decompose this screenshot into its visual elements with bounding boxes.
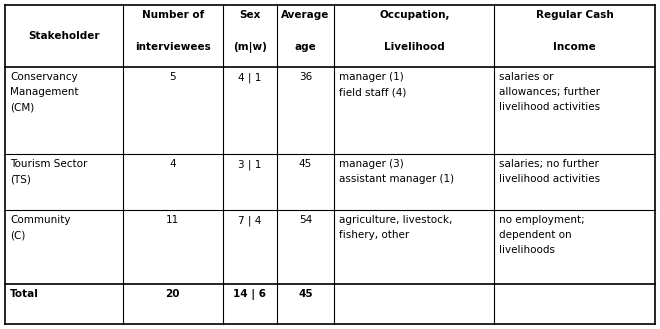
Text: 20: 20 (166, 289, 180, 299)
Text: no employment;
dependent on
livelihoods: no employment; dependent on livelihoods (499, 215, 585, 255)
Text: age: age (294, 42, 316, 53)
Text: Sex: Sex (239, 10, 260, 20)
Text: 45: 45 (298, 289, 313, 299)
Text: 14 | 6: 14 | 6 (233, 289, 266, 300)
Text: Conservancy
Management
(CM): Conservancy Management (CM) (10, 72, 79, 112)
Text: Total: Total (10, 289, 39, 299)
Text: Average: Average (281, 10, 330, 20)
Text: (m|w): (m|w) (233, 42, 267, 54)
Text: agriculture, livestock,
fishery, other: agriculture, livestock, fishery, other (339, 215, 453, 240)
Text: 3 | 1: 3 | 1 (238, 160, 261, 170)
Text: salaries or
allowances; further
livelihood activities: salaries or allowances; further liveliho… (499, 72, 601, 112)
Text: salaries; no further
livelihood activities: salaries; no further livelihood activiti… (499, 160, 601, 184)
Text: 11: 11 (166, 215, 180, 225)
Text: 36: 36 (299, 72, 312, 83)
Text: Income: Income (553, 42, 596, 53)
Text: 4 | 1: 4 | 1 (238, 72, 261, 83)
Text: Occupation,: Occupation, (379, 10, 449, 20)
Text: 7 | 4: 7 | 4 (238, 215, 261, 226)
Text: 4: 4 (170, 160, 176, 169)
Text: Tourism Sector
(TS): Tourism Sector (TS) (10, 160, 87, 184)
Text: interviewees: interviewees (135, 42, 211, 53)
Text: 45: 45 (299, 160, 312, 169)
Text: Community
(C): Community (C) (10, 215, 71, 240)
Text: Number of: Number of (142, 10, 204, 20)
Text: manager (1)
field staff (4): manager (1) field staff (4) (339, 72, 407, 97)
Text: 54: 54 (299, 215, 312, 225)
Text: manager (3)
assistant manager (1): manager (3) assistant manager (1) (339, 160, 455, 184)
Text: Regular Cash: Regular Cash (536, 10, 614, 20)
Text: Stakeholder: Stakeholder (28, 31, 100, 41)
Text: 5: 5 (170, 72, 176, 83)
Text: Livelihood: Livelihood (384, 42, 445, 53)
